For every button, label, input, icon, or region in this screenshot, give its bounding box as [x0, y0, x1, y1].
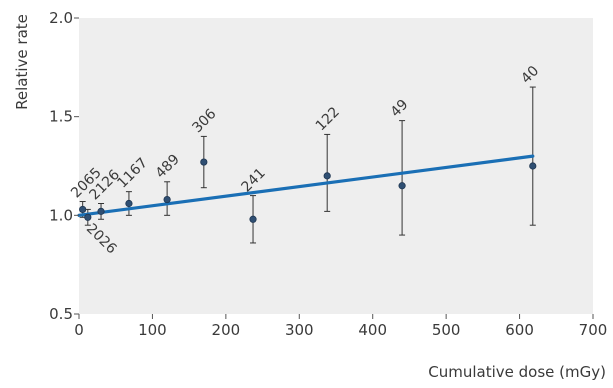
x-tick-label: 500: [432, 321, 461, 339]
y-tick-label: 1.5: [49, 108, 73, 126]
x-tick-label: 700: [579, 321, 608, 339]
x-tick-layer: 0 100 200 300 400 500 600 700: [74, 314, 607, 339]
y-tick-label: 0.5: [49, 305, 73, 323]
x-tick-label: 0: [74, 321, 84, 339]
data-point: [323, 172, 331, 180]
x-tick-label: 100: [138, 321, 167, 339]
x-tick-label: 400: [358, 321, 387, 339]
data-point: [529, 162, 537, 170]
data-point: [97, 207, 105, 215]
data-point: [200, 158, 208, 166]
fit-line-layer: [77, 154, 535, 217]
y-tick-label: 1.0: [49, 206, 73, 224]
plot-area: [79, 18, 593, 314]
y-axis-title: Relative rate: [13, 14, 31, 110]
data-point: [398, 182, 406, 190]
x-tick-label: 200: [212, 321, 241, 339]
point-layer: [79, 158, 537, 223]
data-point: [249, 215, 257, 223]
data-point: [84, 213, 92, 221]
data-point: [163, 195, 171, 204]
x-tick-label: 300: [285, 321, 314, 339]
x-tick-label: 600: [505, 321, 534, 339]
data-point: [125, 199, 133, 208]
y-tick-label: 2.0: [49, 9, 73, 27]
x-axis-title: Cumulative dose (mGy): [428, 363, 606, 381]
y-tick-layer: 0.5 1.0 1.5 2.0: [49, 9, 79, 323]
fit-line: [77, 154, 535, 217]
data-point: [79, 205, 87, 214]
